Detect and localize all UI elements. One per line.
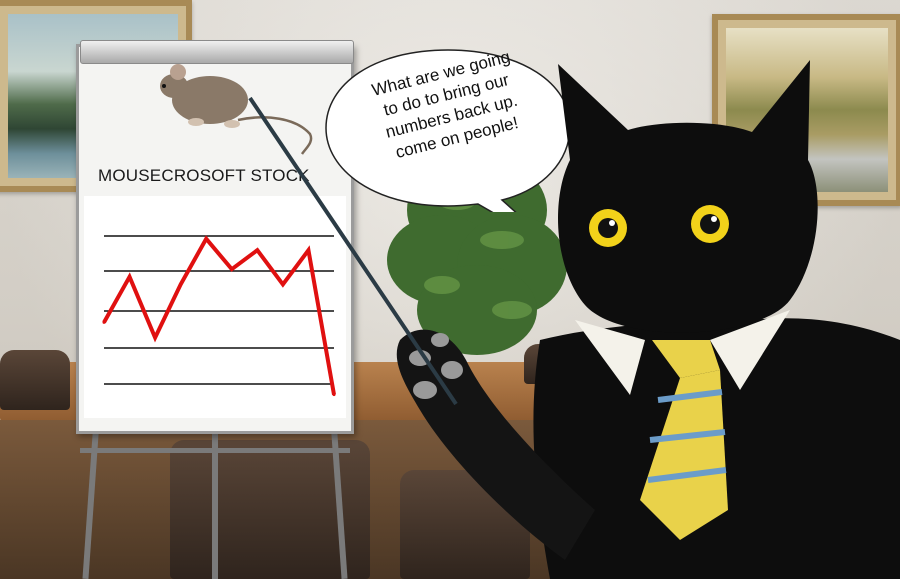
chart-paper — [84, 196, 346, 418]
chart-title: MOUSECROSOFT STOCK — [98, 166, 310, 185]
chart-point — [102, 320, 106, 324]
chart-point — [332, 393, 336, 397]
chart-point — [179, 282, 183, 286]
easel-leg — [212, 420, 218, 579]
chart-point — [230, 267, 234, 271]
flipchart-top-bar — [80, 40, 354, 64]
stock-chart — [102, 235, 336, 397]
chart-point — [281, 282, 285, 286]
easel-crossbar — [80, 448, 350, 453]
chart-point — [204, 237, 208, 241]
chart-point — [306, 248, 310, 252]
chart-point — [128, 275, 132, 279]
chart-series-line — [102, 235, 336, 395]
business-cat — [396, 60, 900, 579]
chart-point — [255, 248, 259, 252]
chair — [0, 350, 70, 410]
chart-point — [153, 336, 157, 340]
